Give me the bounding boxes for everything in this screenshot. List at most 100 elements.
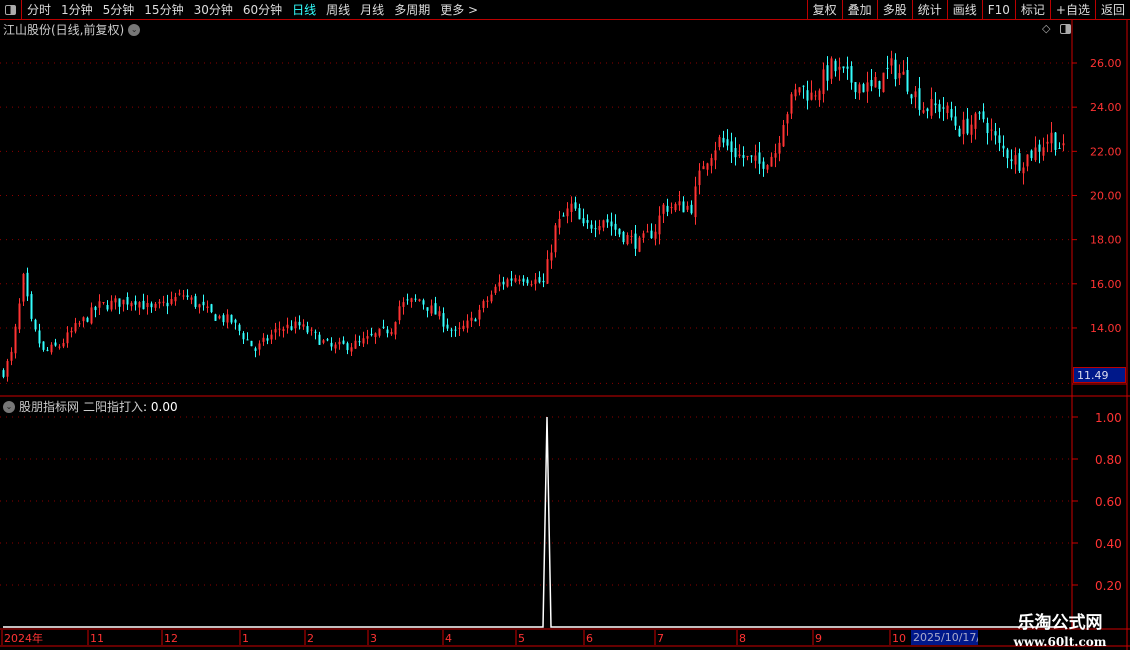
candle-body [670, 207, 673, 209]
candle-body [690, 204, 693, 214]
candle-body [1046, 141, 1049, 144]
candle-body [374, 333, 377, 338]
toolbar-button[interactable]: F10 [981, 0, 1015, 20]
candle-body [530, 284, 533, 286]
y-tick-label: 0.40 [1095, 537, 1122, 551]
period-tab[interactable]: 日线 [292, 3, 317, 17]
toolbar-button[interactable]: 画线 [946, 0, 982, 20]
candle-body [646, 231, 649, 233]
candle-body [566, 208, 569, 217]
period-tab[interactable]: 分时 [27, 3, 52, 17]
candle-body [990, 129, 993, 131]
candle-body [294, 321, 297, 329]
candle-body [494, 286, 497, 293]
candle-body [174, 296, 177, 302]
candle-body [758, 152, 761, 164]
candle-body [210, 304, 213, 313]
candle-body [598, 226, 601, 231]
candle-body [510, 278, 513, 281]
candle-body [402, 302, 405, 307]
candle-body [502, 281, 505, 285]
candle-body [514, 278, 517, 282]
candle-body [750, 155, 753, 157]
candle-body [278, 328, 281, 330]
diamond-icon[interactable]: ◇ [1042, 22, 1051, 35]
chevron-down-icon[interactable]: ⌄ [128, 23, 141, 36]
candle-body [918, 88, 921, 110]
period-tab[interactable]: 更多 > [440, 3, 479, 17]
panel-toggle-icon[interactable] [1060, 24, 1071, 34]
period-tab[interactable]: 60分钟 [242, 3, 283, 17]
period-tab[interactable]: 15分钟 [144, 3, 184, 17]
candle-body [682, 201, 685, 213]
candle-body [954, 116, 957, 126]
candle-body [6, 361, 9, 377]
candle-body [458, 327, 461, 329]
toolbar-button[interactable]: 复权 [806, 0, 842, 20]
period-tab[interactable]: 1分钟 [61, 3, 93, 17]
candle-body [386, 329, 389, 334]
candle-body [1006, 149, 1009, 159]
period-tab[interactable]: 月线 [360, 3, 385, 17]
candle-body [86, 317, 89, 322]
month-label: 1 [242, 632, 249, 645]
candle-body [638, 237, 641, 252]
candle-body [550, 252, 553, 261]
candle-body [606, 219, 609, 223]
toolbar-button[interactable]: 叠加 [841, 0, 877, 20]
candle-body [650, 230, 653, 239]
chevron-down-icon[interactable]: ⌄ [3, 400, 15, 413]
candle-body [306, 326, 309, 333]
candle-body [46, 349, 49, 351]
candle-body [786, 114, 789, 124]
candle-body [162, 301, 165, 303]
candle-body [442, 313, 445, 327]
period-tab[interactable]: 周线 [326, 3, 351, 17]
candle-body [878, 81, 881, 90]
candle-body [430, 305, 433, 314]
toolbar: 分时 1分钟 5分钟 15分钟 30分钟 60分钟 日线 周线 月线 多周期 更多 > 复权 叠加 多股… [0, 0, 1130, 20]
candle-body [910, 94, 913, 99]
candle-body [454, 329, 457, 331]
candle-body [554, 225, 557, 253]
candle-body [462, 325, 465, 329]
candle-body [534, 279, 537, 284]
candle-body [854, 82, 857, 93]
candle-body [662, 204, 665, 214]
period-tab[interactable]: 30分钟 [193, 3, 233, 17]
stock-title: 江山股份(日线,前复权) [3, 23, 125, 37]
candle-body [962, 119, 965, 135]
candle-body [234, 319, 237, 323]
last-price-label: 11.49 [1073, 367, 1126, 383]
candle-body [334, 344, 337, 349]
candle-body [14, 326, 17, 354]
month-label: 9 [815, 632, 822, 645]
sidebar-toggle-button[interactable] [0, 0, 22, 20]
candle-body [698, 170, 701, 186]
candle-body [518, 279, 521, 282]
toolbar-button[interactable]: 返回 [1094, 0, 1130, 20]
toolbar-button[interactable]: 多股 [876, 0, 912, 20]
candle-body [214, 314, 217, 321]
y-tick-label: 0.60 [1095, 495, 1122, 509]
candle-body [830, 58, 833, 79]
toolbar-button[interactable]: 标记 [1014, 0, 1050, 20]
period-tab[interactable]: 多周期 [394, 3, 431, 17]
month-label: 3 [370, 632, 377, 645]
candle-body [94, 306, 97, 311]
candle-body [242, 333, 245, 340]
candle-body [626, 235, 629, 245]
candle-body [186, 295, 189, 297]
candle-body [270, 334, 273, 340]
candle-body [674, 204, 677, 211]
candle-body [754, 155, 757, 161]
toolbar-button[interactable]: 统计 [911, 0, 947, 20]
period-tab[interactable]: 5分钟 [102, 3, 135, 17]
toolbar-button[interactable]: +自选 [1049, 0, 1095, 20]
candle-body [254, 348, 257, 351]
candle-body [862, 84, 865, 93]
month-label: 11 [90, 632, 104, 645]
candle-body [782, 125, 785, 147]
candle-body [354, 340, 357, 349]
